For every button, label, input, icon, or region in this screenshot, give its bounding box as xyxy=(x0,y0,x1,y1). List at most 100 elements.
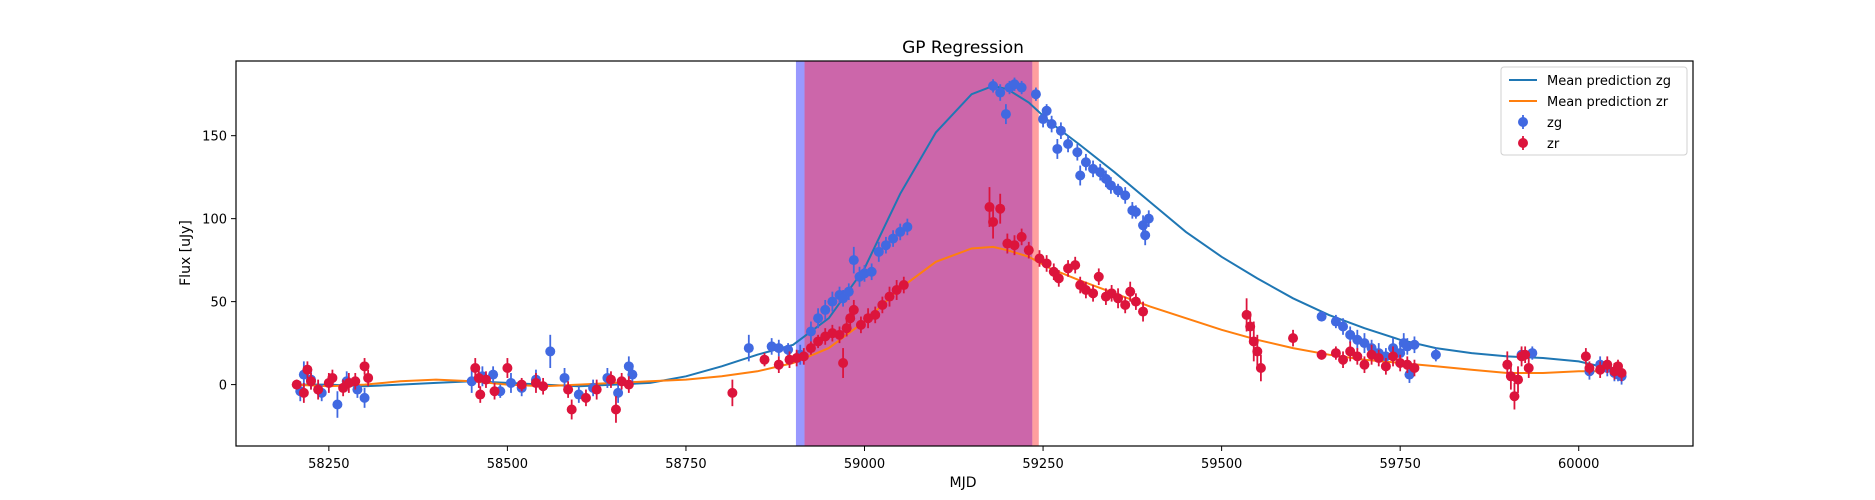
data-point-zg xyxy=(873,246,884,257)
x-axis-label: MJD xyxy=(950,475,977,491)
data-point-zr xyxy=(1009,240,1020,251)
data-point-zr xyxy=(1388,351,1399,362)
data-point-zr xyxy=(1502,359,1513,370)
data-point-zr xyxy=(1509,391,1520,402)
data-point-zg xyxy=(895,226,906,237)
data-point-zr xyxy=(305,376,316,387)
y-tick-label: 100 xyxy=(202,213,227,228)
data-point-zr xyxy=(591,384,602,395)
data-point-zr xyxy=(1053,273,1064,284)
legend-label: zr xyxy=(1547,137,1560,152)
data-point-zg xyxy=(888,233,899,244)
data-point-zg xyxy=(820,304,831,315)
data-point-zr xyxy=(470,363,481,374)
data-point-zg xyxy=(1143,213,1154,224)
data-point-zg xyxy=(1041,105,1052,116)
data-point-zg xyxy=(505,377,516,388)
data-point-zg xyxy=(1072,147,1083,158)
data-point-zg xyxy=(988,80,999,91)
data-point-zg xyxy=(1080,157,1091,168)
data-point-zg xyxy=(1113,185,1124,196)
data-point-zr xyxy=(1359,359,1370,370)
data-point-zr xyxy=(1316,349,1327,360)
data-point-zg xyxy=(623,361,634,372)
plot-area xyxy=(291,61,1627,446)
data-point-zg xyxy=(1359,338,1370,349)
data-point-zr xyxy=(848,304,859,315)
data-point-zr xyxy=(855,319,866,330)
x-tick-label: 58250 xyxy=(308,457,349,472)
data-point-zg xyxy=(813,313,824,324)
data-point-zr xyxy=(291,379,302,390)
data-point-zg xyxy=(1105,180,1116,191)
data-point-zg xyxy=(902,221,913,232)
data-point-zg xyxy=(1120,190,1131,201)
data-point-zr xyxy=(884,291,895,302)
x-tick-label: 59250 xyxy=(1022,457,1063,472)
shaded-region-1 xyxy=(804,61,1033,446)
data-point-zr xyxy=(995,203,1006,214)
data-point-zr xyxy=(1373,353,1384,364)
x-tick-label: 59500 xyxy=(1201,457,1242,472)
data-point-zg xyxy=(1130,207,1141,218)
data-point-zr xyxy=(1093,271,1104,282)
data-point-zg xyxy=(773,343,784,354)
data-point-zr xyxy=(298,387,309,398)
data-point-zr xyxy=(838,358,849,369)
data-point-zr xyxy=(1113,293,1124,304)
shaded-region-0 xyxy=(795,61,805,446)
data-point-zr xyxy=(1252,346,1263,357)
data-point-zg xyxy=(488,369,499,380)
data-point-zg xyxy=(1055,125,1066,136)
data-point-zr xyxy=(1070,260,1081,271)
data-point-zg xyxy=(1095,167,1106,178)
x-tick-label: 60000 xyxy=(1558,457,1599,472)
data-point-zg xyxy=(1409,339,1420,350)
data-point-zg xyxy=(1330,316,1341,327)
data-point-zr xyxy=(1352,351,1363,362)
data-point-zr xyxy=(489,386,500,397)
data-point-zr xyxy=(1288,333,1299,344)
data-point-zr xyxy=(759,354,770,365)
y-tick-label: 50 xyxy=(210,296,227,311)
data-point-zr xyxy=(984,202,995,213)
data-point-zr xyxy=(1513,374,1524,385)
legend-label: Mean prediction zr xyxy=(1547,95,1669,110)
x-tick-label: 59000 xyxy=(844,457,885,472)
x-tick-label: 59750 xyxy=(1379,457,1420,472)
data-point-zr xyxy=(1338,354,1349,365)
data-point-zg xyxy=(805,326,816,337)
data-point-zg xyxy=(995,87,1006,98)
data-point-zg xyxy=(1046,119,1057,130)
data-point-zg xyxy=(559,372,570,383)
data-point-zr xyxy=(1409,363,1420,374)
plot-frame xyxy=(235,60,1694,447)
data-point-zr xyxy=(1241,309,1252,320)
data-point-zg xyxy=(866,266,877,277)
data-point-zr xyxy=(538,381,549,392)
data-point-zg xyxy=(627,369,638,380)
data-point-zr xyxy=(1088,288,1099,299)
data-point-zr xyxy=(302,364,313,375)
data-point-zr xyxy=(1138,306,1149,317)
data-point-zg xyxy=(1140,230,1151,241)
data-point-zg xyxy=(880,240,891,251)
data-point-zr xyxy=(813,336,824,347)
data-point-zr xyxy=(834,329,845,340)
data-point-zr xyxy=(1330,348,1341,359)
data-point-zr xyxy=(891,285,902,296)
data-point-zr xyxy=(1580,351,1591,362)
data-point-zr xyxy=(1523,363,1534,374)
data-point-zr xyxy=(1602,359,1613,370)
data-point-zr xyxy=(877,299,888,310)
data-point-zg xyxy=(1063,138,1074,149)
data-point-zr xyxy=(1584,363,1595,374)
data-point-zr xyxy=(313,384,324,395)
data-point-zr xyxy=(359,361,370,372)
data-point-zg xyxy=(783,344,794,355)
data-point-zg xyxy=(843,286,854,297)
legend-marker-swatch xyxy=(1518,138,1528,148)
data-point-zg xyxy=(1345,329,1356,340)
data-point-zr xyxy=(1595,364,1606,375)
